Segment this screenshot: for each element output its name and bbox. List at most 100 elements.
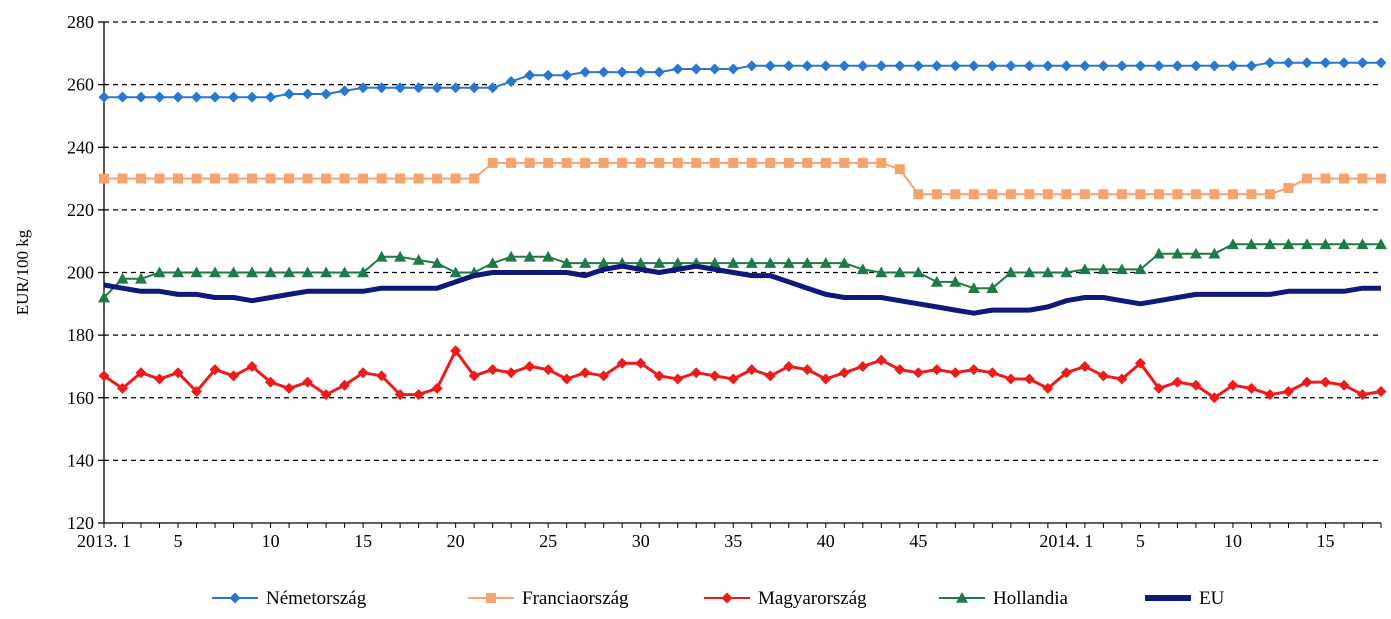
data-point <box>191 91 203 103</box>
data-point <box>1227 60 1239 72</box>
data-point <box>191 385 203 397</box>
x-tick-label: 30 <box>632 531 650 551</box>
data-point <box>764 60 776 72</box>
data-point <box>1319 376 1331 388</box>
data-point <box>839 157 850 168</box>
data-point <box>801 60 813 72</box>
data-point <box>247 173 258 184</box>
data-point <box>376 173 387 184</box>
data-point <box>135 367 147 379</box>
legend-marker <box>721 592 733 604</box>
legend-label: Magyarország <box>758 588 867 609</box>
data-point <box>598 157 609 168</box>
x-tick-label: 2014. 1 <box>1039 531 1093 551</box>
legend-item: Németország <box>212 588 367 609</box>
data-point <box>1079 60 1091 72</box>
data-point <box>338 266 351 278</box>
data-point <box>950 189 961 200</box>
data-point <box>1116 189 1127 200</box>
data-point <box>893 266 906 278</box>
data-point <box>1245 238 1258 250</box>
legend-label: Franciaország <box>522 588 629 609</box>
data-point <box>469 173 480 184</box>
data-point <box>1153 60 1165 72</box>
data-point <box>1098 189 1109 200</box>
data-point <box>1134 263 1147 275</box>
data-point <box>930 275 943 287</box>
data-point <box>450 345 462 357</box>
x-tick-label: 2013. 1 <box>77 531 131 551</box>
data-point <box>172 266 185 278</box>
data-point <box>653 257 666 268</box>
series-line <box>103 243 1381 299</box>
x-tick-label: 25 <box>539 531 557 551</box>
data-point <box>339 173 350 184</box>
data-point <box>727 257 740 268</box>
data-point <box>894 364 906 376</box>
data-point <box>820 373 832 385</box>
legend-marker <box>486 593 496 603</box>
data-point <box>487 157 498 168</box>
legend-marker <box>956 592 968 603</box>
data-point <box>154 91 166 103</box>
data-point <box>1356 57 1368 69</box>
data-point <box>1078 263 1091 275</box>
data-point <box>1208 392 1220 404</box>
data-point <box>1264 189 1275 200</box>
data-point <box>1116 60 1128 72</box>
data-point <box>1171 247 1184 259</box>
legend-label: Hollandia <box>993 588 1068 609</box>
data-point <box>1283 182 1294 193</box>
data-point <box>98 370 110 382</box>
data-point <box>1338 173 1349 184</box>
data-point <box>1005 60 1017 72</box>
data-point <box>765 157 776 168</box>
data-point <box>265 91 277 103</box>
data-point <box>1042 189 1053 200</box>
data-point <box>246 91 258 103</box>
data-point <box>579 66 591 78</box>
data-point <box>1134 357 1146 369</box>
data-point <box>284 173 295 184</box>
data-point <box>1375 57 1387 69</box>
data-point <box>727 373 739 385</box>
data-point <box>1115 263 1128 275</box>
data-point <box>1264 57 1276 69</box>
data-point <box>173 173 184 184</box>
data-point <box>1060 367 1072 379</box>
x-tick-label: 15 <box>1316 531 1334 551</box>
data-point <box>1024 189 1035 200</box>
data-point <box>524 69 536 81</box>
data-point <box>746 157 757 168</box>
data-point <box>413 389 425 401</box>
data-point <box>98 291 110 303</box>
data-point <box>117 382 129 394</box>
data-point <box>1189 247 1202 259</box>
data-point <box>376 370 388 382</box>
data-point <box>264 266 277 278</box>
data-point <box>506 157 517 168</box>
data-point <box>487 82 499 94</box>
data-point <box>1357 173 1368 184</box>
data-point <box>1208 60 1220 72</box>
data-point <box>1227 189 1238 200</box>
y-tick-label: 200 <box>67 263 94 283</box>
data-point <box>801 257 814 268</box>
data-point <box>1004 266 1017 278</box>
data-point <box>413 82 425 94</box>
data-point <box>210 173 221 184</box>
data-point <box>1079 360 1091 372</box>
data-point <box>1282 238 1295 250</box>
series-line <box>104 61 1381 99</box>
data-point <box>672 157 683 168</box>
data-point <box>1245 60 1257 72</box>
series-0 <box>98 57 1387 103</box>
series-3 <box>98 238 1387 303</box>
data-point <box>1097 370 1109 382</box>
data-point <box>450 82 462 94</box>
data-point <box>616 66 628 78</box>
data-point <box>1264 389 1276 401</box>
y-axis-label: EUR/100 kg <box>13 229 32 315</box>
data-point <box>801 364 813 376</box>
data-point <box>986 367 998 379</box>
